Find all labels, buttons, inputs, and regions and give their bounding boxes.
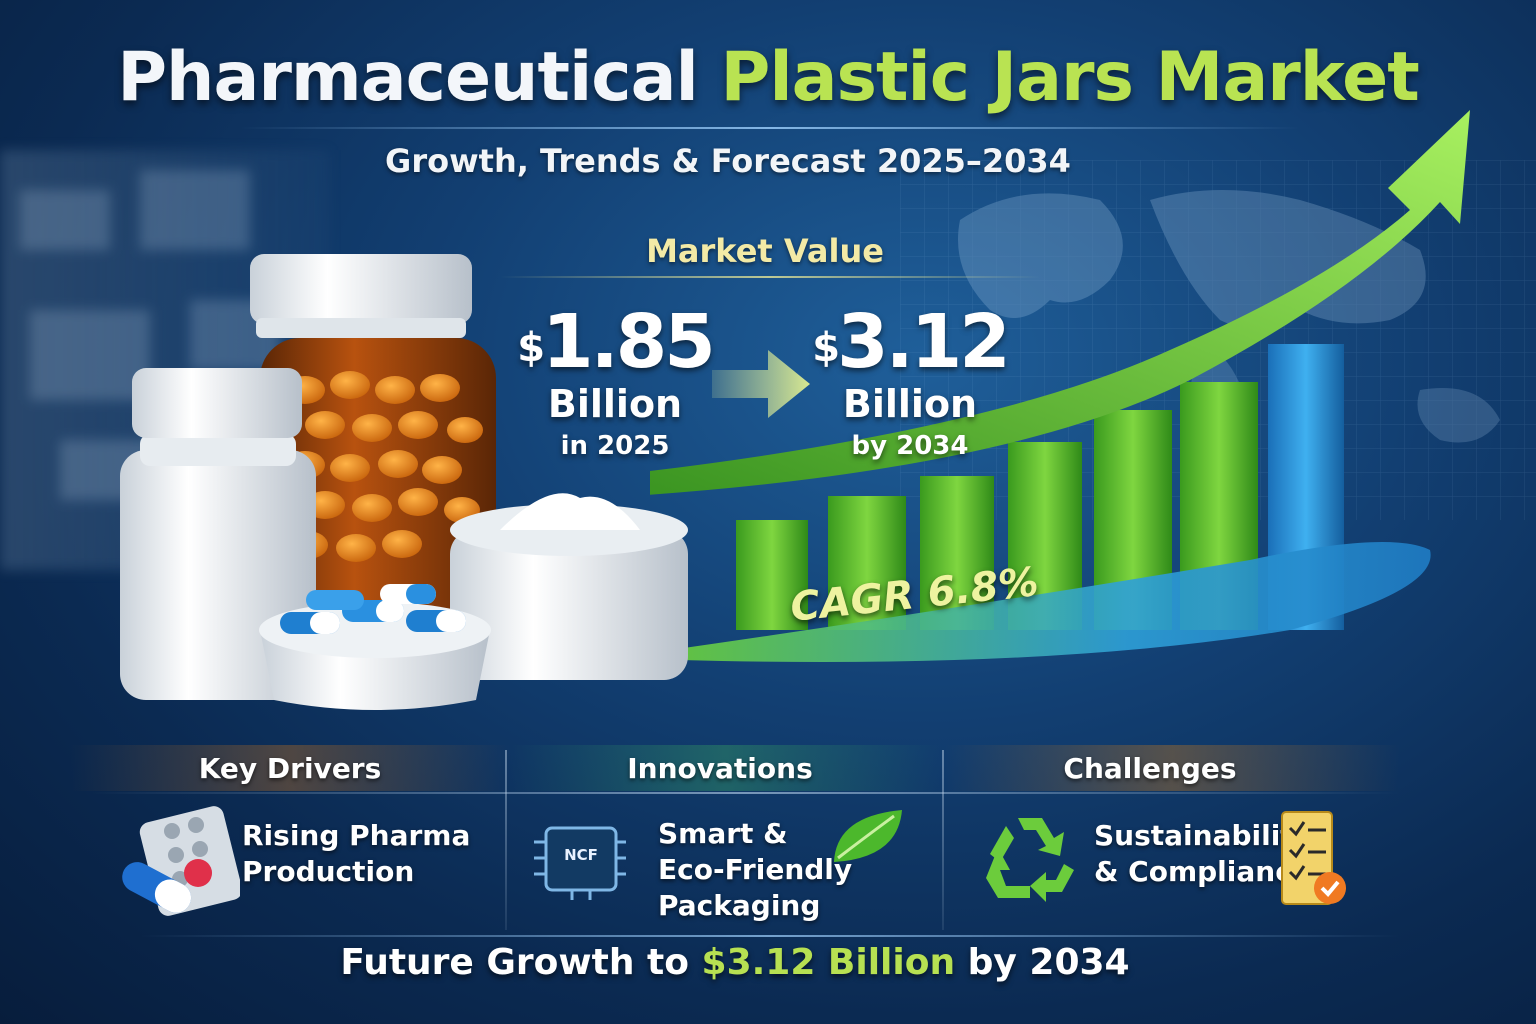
start-value: $1.85 Billion in 2025: [510, 302, 720, 466]
drivers-text: Rising Pharma Production: [242, 818, 470, 890]
capsule-bowl: [259, 584, 491, 710]
title-part-1: Pharmaceutical: [117, 38, 699, 117]
end-amount: 3.12: [837, 299, 1011, 385]
chip-label: NCF: [564, 846, 598, 864]
section-divider-line: [90, 792, 1400, 794]
start-currency: $: [517, 325, 545, 371]
innovations-line-3: Packaging: [658, 889, 821, 922]
drivers-header-bar: [70, 745, 510, 791]
challenges-text: Sustainability & Compliance: [1094, 818, 1312, 890]
innovations-line-2: Eco-Friendly: [658, 853, 853, 886]
footer-suffix: by 2034: [967, 942, 1130, 983]
cream-jar: [450, 493, 688, 680]
innovations-line-1: Smart &: [658, 817, 788, 850]
challenges-line-1: Sustainability: [1094, 819, 1312, 852]
checklist-icon: [1281, 811, 1346, 905]
bar-1: [736, 520, 808, 630]
challenges-heading: Challenges: [1063, 752, 1237, 785]
footer-divider: [140, 935, 1400, 937]
column-divider-1: [505, 750, 507, 930]
page-title: Pharmaceutical Plastic Jars Market: [0, 38, 1536, 117]
pills-blister-icon: [122, 806, 240, 916]
end-value: $3.12 Billion by 2034: [800, 302, 1020, 466]
end-currency: $: [812, 325, 840, 371]
footer-tagline: Future Growth to $3.12 Billion by 2034: [0, 942, 1470, 983]
innovations-heading: Innovations: [627, 752, 813, 785]
end-unit: Billion: [842, 382, 978, 426]
title-part-2: Plastic Jars Market: [720, 38, 1419, 117]
pharma-jars-illustration: [120, 254, 688, 710]
market-value-divider: [500, 276, 1040, 278]
drivers-line-1: Rising Pharma: [242, 819, 471, 852]
column-divider-2: [942, 750, 944, 930]
footer-prefix: Future Growth to: [340, 942, 689, 983]
end-period: by 2034: [851, 431, 969, 461]
leaf-icon: [834, 810, 902, 862]
innovations-text: Smart & Eco-Friendly Packaging: [658, 816, 852, 924]
footer-highlight: $3.12 Billion: [701, 942, 956, 983]
growth-arrow: [650, 110, 1470, 495]
innovations-header-bar: [510, 745, 940, 791]
market-value-label: Market Value: [646, 232, 884, 270]
drivers-line-2: Production: [242, 855, 415, 888]
recycle-icon: [986, 818, 1074, 902]
start-period: in 2025: [560, 431, 670, 461]
nfc-chip-icon: NCF: [532, 822, 628, 902]
bar-2: [828, 496, 906, 630]
title-divider: [240, 127, 1300, 129]
start-amount: 1.85: [542, 299, 716, 385]
drivers-heading: Key Drivers: [198, 752, 382, 785]
challenges-line-2: & Compliance: [1094, 855, 1311, 888]
swoosh-ring: [670, 542, 1431, 662]
start-unit: Billion: [547, 382, 683, 426]
subtitle: Growth, Trends & Forecast 2025–2034: [385, 142, 1071, 180]
challenges-header-bar: [945, 745, 1400, 791]
growth-chart-graphic: [650, 110, 1470, 662]
right-arrow-icon: [712, 350, 810, 418]
